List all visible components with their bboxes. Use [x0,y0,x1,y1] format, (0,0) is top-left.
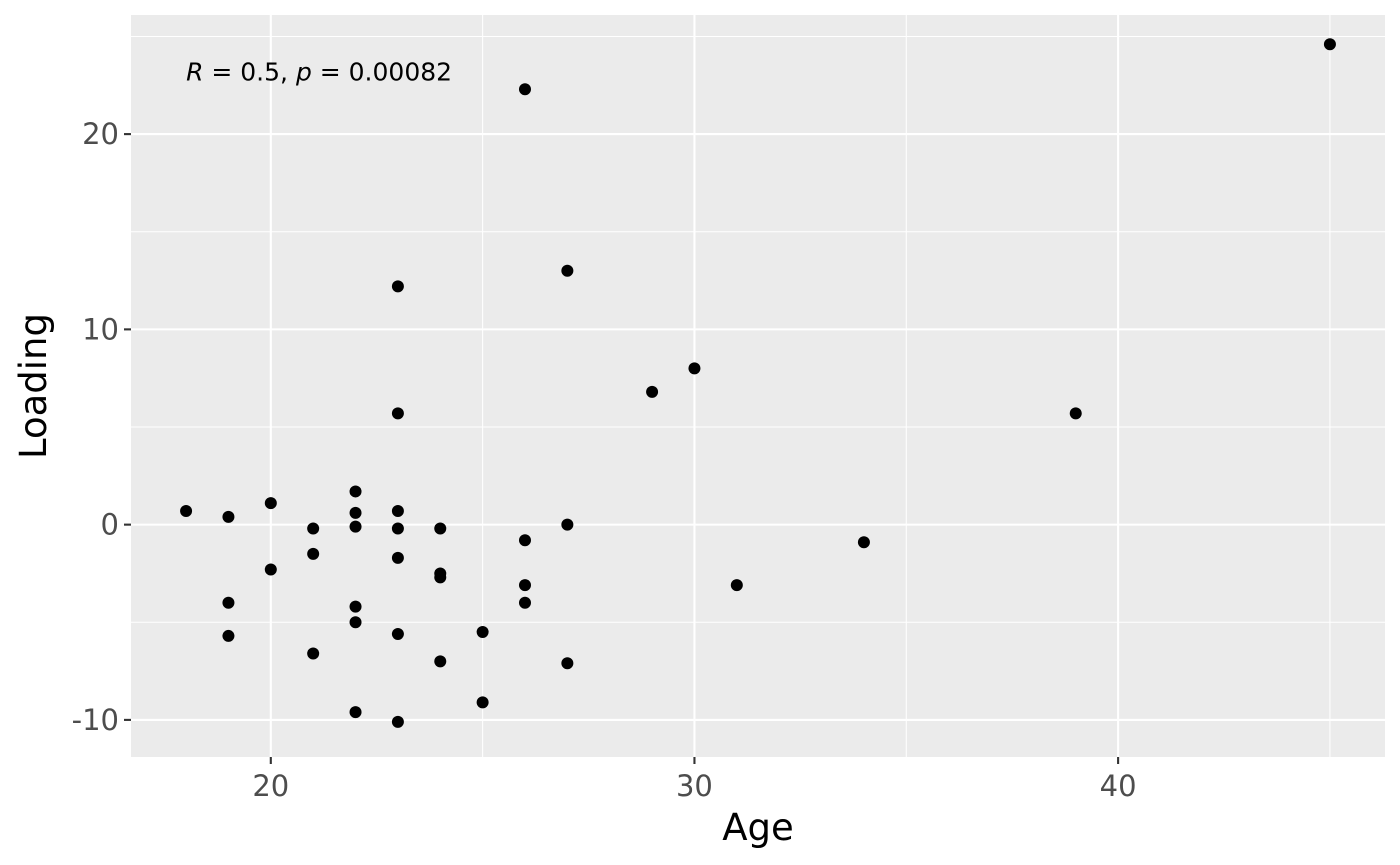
data-point [434,571,447,584]
r-symbol: R [186,58,203,87]
data-point [476,626,489,639]
data-point [391,407,404,420]
data-point [391,504,404,517]
data-point [180,504,193,517]
data-point [518,83,531,96]
data-point [349,600,362,613]
data-point [518,596,531,609]
p-value: = 0.00082 [312,58,452,87]
data-point [264,563,277,576]
data-point [222,510,235,523]
correlation-annotation: R = 0.5, p = 0.00082 [186,58,452,87]
data-point [391,551,404,564]
data-point [349,520,362,533]
data-point [1069,407,1082,420]
data-point [561,518,574,531]
data-point [264,497,277,510]
data-point [434,655,447,668]
data-point [434,522,447,535]
p-symbol: p [295,58,312,87]
data-point [561,657,574,670]
data-point [222,629,235,642]
data-point [1323,38,1336,51]
data-point [349,485,362,498]
minor-grid [131,15,1385,757]
data-point [391,627,404,640]
y-tick-label: 0 [101,508,119,542]
data-point [391,715,404,728]
data-point [646,385,659,398]
y-axis: -10 0 10 20 [72,117,131,737]
x-axis-title: Age [722,806,794,849]
y-tick-label: 10 [82,312,119,346]
data-point [561,264,574,277]
data-point [222,596,235,609]
y-tick-label: 20 [82,117,119,151]
r-value: = 0.5, [203,58,296,87]
data-point [391,280,404,293]
data-point [391,522,404,535]
x-tick-label: 40 [1100,769,1137,803]
x-axis: 20 30 40 [252,757,1137,803]
y-tick-label: -10 [72,703,119,737]
data-point [307,522,320,535]
data-point [476,696,489,709]
data-point [518,579,531,592]
data-point [730,579,743,592]
x-tick-label: 20 [252,769,289,803]
data-points [180,38,1336,728]
plot-panel [131,15,1385,757]
data-point [688,362,701,375]
data-point [349,706,362,719]
data-point [518,534,531,547]
major-grid [131,15,1385,757]
x-tick-label: 30 [676,769,713,803]
y-axis-title: Loading [12,313,55,459]
data-point [349,506,362,519]
data-point [349,616,362,629]
data-point [307,547,320,560]
data-point [857,536,870,549]
data-point [307,647,320,660]
